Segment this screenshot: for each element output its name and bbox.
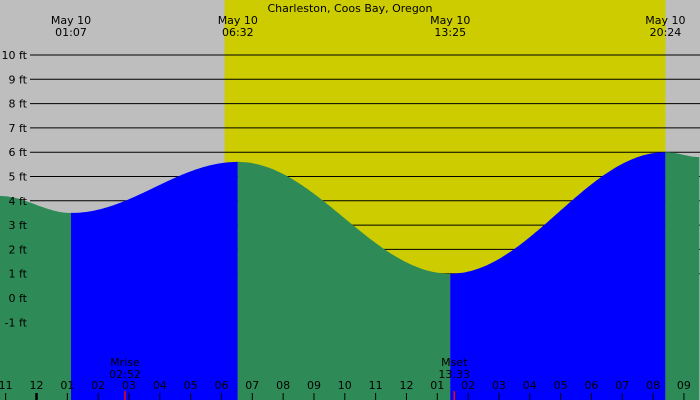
extreme-date-label: May 10 — [51, 14, 91, 27]
falling-tide-area — [665, 152, 700, 400]
x-tick-label: 04 — [523, 379, 537, 392]
rising-tide-area — [450, 152, 666, 400]
y-tick-label: -1 ft — [5, 316, 28, 329]
extreme-time-label: 01:07 — [55, 26, 87, 39]
moon-event-time: 13:33 — [438, 368, 470, 381]
x-tick-label: 06 — [584, 379, 598, 392]
x-tick-label: 12 — [399, 379, 413, 392]
x-tick-label: 09 — [307, 379, 321, 392]
x-tick-label: 08 — [276, 379, 290, 392]
x-tick-label: 07 — [615, 379, 629, 392]
moon-event-label: Mset — [441, 356, 468, 369]
x-tick-label: 03 — [122, 379, 136, 392]
extreme-time-label: 20:24 — [650, 26, 682, 39]
x-tick-label: 11 — [369, 379, 383, 392]
y-tick-label: 2 ft — [9, 243, 28, 256]
x-tick-label: 06 — [214, 379, 228, 392]
y-tick-label: 0 ft — [9, 292, 28, 305]
tide-areas — [0, 152, 700, 400]
y-tick-label: 4 ft — [9, 195, 28, 208]
x-tick-label: 02 — [91, 379, 105, 392]
falling-tide-area — [0, 195, 71, 400]
x-tick-label: 12 — [30, 379, 44, 392]
extreme-time-label: 06:32 — [222, 26, 254, 39]
y-axis-labels: -1 ft 0 ft 1 ft 2 ft 3 ft 4 ft 5 ft 6 ft 7 ft 8 f… — [2, 49, 28, 329]
x-axis: 11 12 01 02 03 04 05 06 07 08 09 10 11 12 01 02 03 04 05 06… — [0, 379, 691, 400]
moon-event-time: 02:52 — [109, 368, 141, 381]
extreme-date-label: May 10 — [645, 14, 685, 27]
y-tick-label: 9 ft — [9, 73, 28, 86]
x-tick-label: 09 — [677, 379, 691, 392]
y-tick-label: 3 ft — [9, 219, 28, 232]
y-tick-label: 5 ft — [9, 171, 28, 184]
x-tick-label: 05 — [184, 379, 198, 392]
x-tick-label: 01 — [60, 379, 74, 392]
x-tick-label: 03 — [492, 379, 506, 392]
x-tick-label: 04 — [153, 379, 167, 392]
y-tick-label: 8 ft — [9, 98, 28, 111]
y-tick-label: 6 ft — [9, 146, 28, 159]
y-tick-label: 7 ft — [9, 122, 28, 135]
x-tick-label: 02 — [461, 379, 475, 392]
chart-title: Charleston, Coos Bay, Oregon — [267, 2, 432, 15]
moon-event-label: Mrise — [110, 356, 140, 369]
x-tick-label: 10 — [338, 379, 352, 392]
y-tick-label: 1 ft — [9, 268, 28, 281]
x-tick-label: 01 — [430, 379, 444, 392]
x-tick-label: 07 — [245, 379, 259, 392]
x-tick-label: 08 — [646, 379, 660, 392]
y-tick-label: 10 ft — [2, 49, 28, 62]
falling-tide-area — [237, 161, 451, 400]
rising-tide-area — [71, 161, 238, 400]
extreme-time-label: 13:25 — [434, 26, 466, 39]
extreme-date-label: May 10 — [430, 14, 470, 27]
x-tick-label: 11 — [0, 379, 13, 392]
extreme-date-label: May 10 — [218, 14, 258, 27]
x-tick-label: 05 — [554, 379, 568, 392]
